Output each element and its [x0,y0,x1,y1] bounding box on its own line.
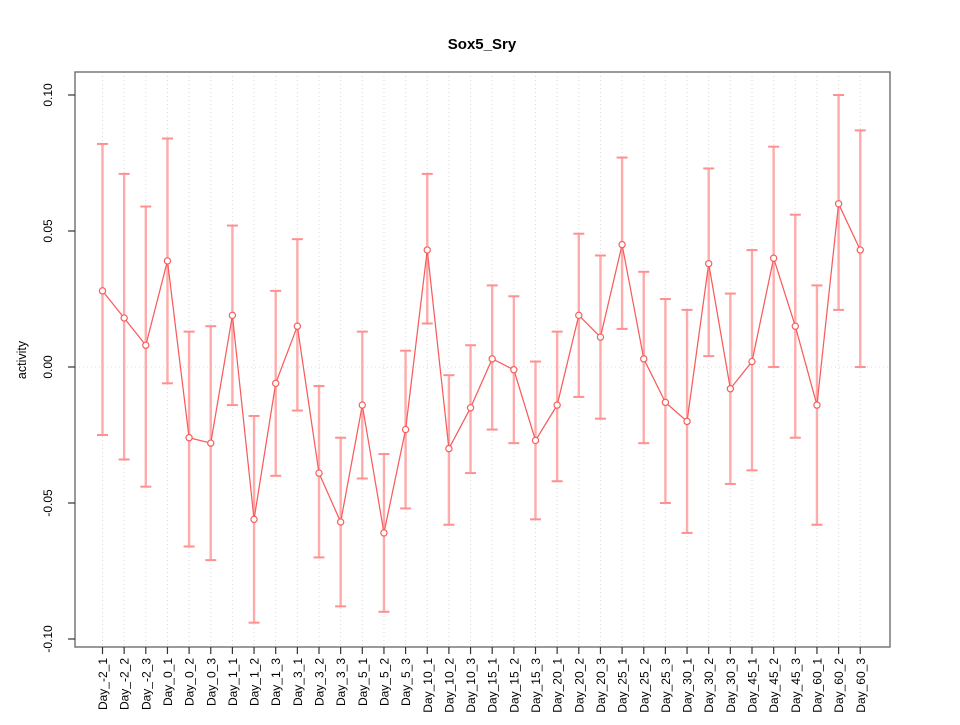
data-point [380,529,388,537]
data-point [336,518,345,526]
x-tick-label: Day_45_1 [746,658,760,713]
y-tick-label: 0.05 [41,219,55,243]
data-point [358,401,366,409]
y-tick-label: -0.05 [41,489,55,517]
data-point [813,401,821,409]
x-tick-label: Day_60_1 [810,658,824,713]
data-point [466,404,475,412]
data-point [120,314,128,322]
x-tick-label: Day_1_1 [226,658,240,706]
y-tick-label: -0.10 [41,625,55,653]
data-point [834,200,843,208]
x-tick-label: Day_10_3 [464,658,478,713]
data-point [726,385,735,393]
x-tick-label: Day_25_1 [616,658,630,713]
x-tick-label: Day_45_3 [789,658,803,713]
data-point [596,333,605,341]
data-point [207,439,215,447]
x-tick-label: Day_1_2 [248,658,262,706]
data-point [272,379,280,388]
x-tick-label: Day_20_1 [551,658,565,713]
x-tick-label: Day_15_2 [507,658,521,713]
x-tick-label: Day_30_2 [702,658,716,713]
x-tick-label: Day_5_3 [399,658,413,706]
x-tick-label: Day_10_2 [442,658,456,713]
data-point [142,341,150,349]
plot-border [74,71,891,648]
data-point [488,355,496,363]
data-point [618,240,626,249]
data-point [401,425,410,434]
x-tick-label: Day_0_2 [183,658,197,706]
x-tick-label: Day_15_1 [486,658,500,713]
data-point [423,246,431,254]
data-point [315,469,323,477]
data-point [769,254,778,262]
x-tick-label: Day_25_2 [637,658,651,713]
x-tick-label: Day_-2_1 [96,658,110,710]
x-tick-label: Day_-2_2 [118,658,132,710]
x-tick-label: Day_15_3 [529,658,543,713]
x-tick-label: Day_60_3 [854,658,868,713]
data-point [510,366,518,374]
x-tick-label: Day_60_2 [832,658,846,713]
series-layer [97,94,866,624]
x-tick-label: Day_30_3 [724,658,738,713]
x-tick-label: Day_3_3 [334,658,348,706]
data-point [683,417,691,426]
data-point [531,436,540,445]
x-tick-label: Day_3_1 [291,658,305,706]
axis-layer: 0.10 0.05 0.00 -0.05 -0.10 Day_-2_1 Day_-2_2 Da… [41,83,868,713]
x-tick-label: Day_5_1 [356,658,370,706]
data-point [856,246,864,254]
x-tick-label: Day_20_2 [572,658,586,713]
x-tick-label: Day_1_3 [269,658,283,706]
chart-title: Sox5_Sry [448,36,517,53]
data-point [553,401,561,409]
x-tick-label: Day_45_2 [767,658,781,713]
plot-frame [74,71,891,648]
data-point [185,434,193,442]
y-tick-label: 0.10 [41,83,55,107]
x-tick-label: Day_0_3 [204,658,218,706]
x-tick-label: Day_25_3 [659,658,673,713]
data-point [640,355,648,363]
x-tick-label: Day_10_1 [421,658,435,713]
data-point [293,322,302,330]
data-point [575,311,583,320]
x-tick-label: Day_-2_3 [139,658,153,710]
data-point [98,287,107,295]
x-tick-label: Day_30_1 [681,658,695,713]
data-point [791,322,800,330]
grid-layer [75,72,890,647]
data-point [661,398,670,407]
y-tick-label: 0.00 [41,355,55,379]
y-axis-label: activity [15,340,29,379]
data-point [163,257,172,265]
data-point [250,515,258,524]
data-point [705,259,713,268]
data-point [445,444,453,453]
data-point [228,311,237,320]
data-line [102,201,861,534]
x-tick-label: Day_20_3 [594,658,608,713]
x-tick-label: Day_3_2 [313,658,327,706]
data-point [748,357,756,366]
x-tick-label: Day_0_1 [161,658,175,706]
x-tick-label: Day_5_2 [377,658,391,706]
